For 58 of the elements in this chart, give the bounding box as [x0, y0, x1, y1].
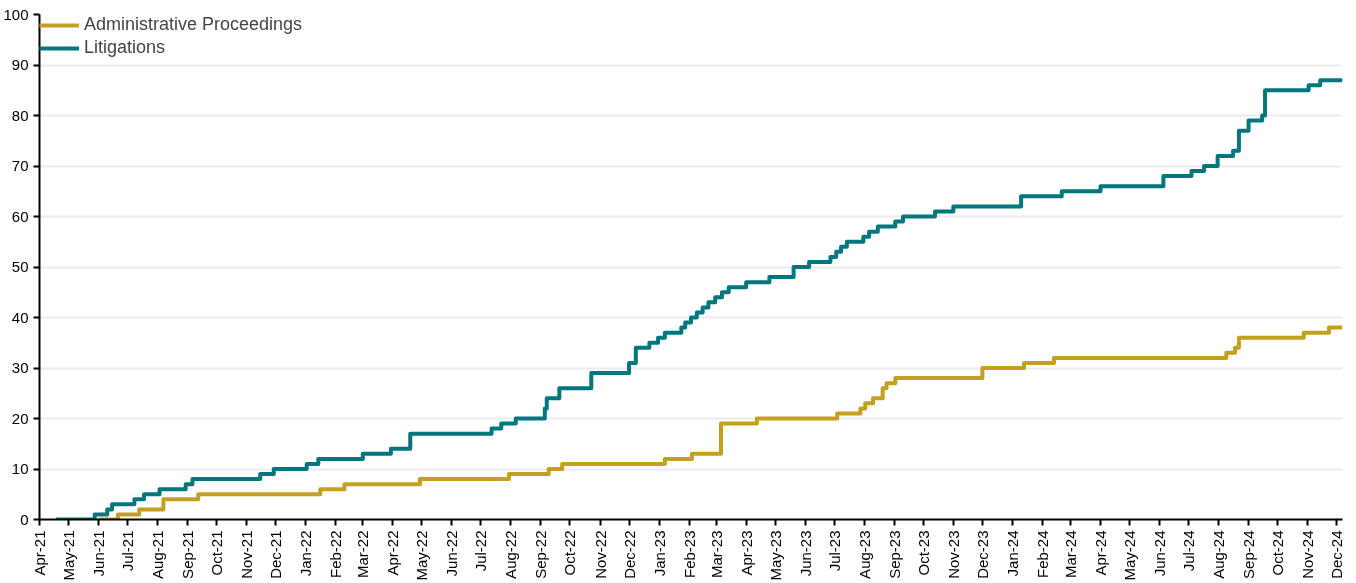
- y-tick-label: 60: [11, 207, 29, 225]
- x-tick-label: Dec-22: [620, 530, 638, 579]
- y-tick-label: 30: [11, 359, 29, 376]
- x-tick-label: Jul-22: [472, 530, 490, 572]
- x-tick-label: Oct-21: [208, 530, 226, 576]
- x-tick-label: Jun-23: [796, 530, 814, 577]
- x-tick-label: Nov-22: [591, 530, 609, 579]
- x-tick-label: Aug-24: [1210, 530, 1228, 579]
- x-tick-label: Feb-23: [680, 530, 698, 579]
- x-tick-label: Jul-24: [1180, 530, 1198, 572]
- x-tick-label: Jun-21: [90, 530, 108, 577]
- x-tick-label: Jan-24: [1003, 530, 1021, 577]
- y-tick-label: 40: [11, 308, 29, 326]
- x-tick-label: Oct-23: [914, 530, 932, 576]
- x-tick-label: Sep-24: [1240, 530, 1258, 579]
- x-tick-label: May-22: [413, 530, 431, 581]
- x-tick-label: Dec-23: [973, 530, 991, 579]
- x-tick-label: Mar-24: [1061, 530, 1079, 579]
- x-tick-label: Apr-21: [31, 530, 48, 576]
- x-tick-label: Aug-21: [149, 530, 167, 579]
- x-tick-label: Oct-24: [1269, 530, 1287, 576]
- x-tick-label: Jan-22: [297, 530, 315, 577]
- x-tick-label: Feb-22: [327, 530, 345, 579]
- x-tick-label: May-24: [1121, 530, 1139, 581]
- x-tick-label: Jul-21: [119, 530, 137, 572]
- x-tick-label: Oct-22: [561, 530, 579, 576]
- x-tick-label: Feb-24: [1033, 530, 1051, 579]
- x-tick-label: Mar-23: [707, 530, 725, 579]
- x-tick-label: Jul-23: [825, 530, 843, 572]
- x-tick-label: Apr-22: [384, 530, 402, 576]
- y-tick-label: 20: [11, 409, 29, 427]
- y-tick-label: 100: [3, 5, 29, 23]
- x-tick-label: Aug-23: [855, 530, 873, 579]
- x-tick-label: Apr-23: [737, 530, 755, 576]
- x-tick-label: Aug-22: [502, 530, 520, 579]
- x-tick-label: May-21: [60, 530, 78, 581]
- x-tick-label: May-23: [766, 530, 784, 581]
- x-tick-label: Jan-23: [650, 530, 668, 577]
- x-tick-label: Sep-21: [179, 530, 197, 579]
- legend-label: Litigations: [84, 37, 166, 58]
- x-tick-label: Jun-24: [1151, 530, 1169, 577]
- x-tick-label: Apr-24: [1091, 530, 1109, 576]
- x-tick-label: Dec-24: [1328, 530, 1346, 579]
- x-tick-label: Nov-24: [1299, 530, 1317, 579]
- y-tick-label: 0: [20, 510, 29, 528]
- x-tick-label: Dec-21: [267, 530, 285, 579]
- y-tick-label: 90: [11, 56, 29, 73]
- x-tick-label: Jun-22: [443, 530, 461, 577]
- legend-label: Administrative Proceedings: [84, 14, 303, 35]
- x-tick-label: Nov-23: [944, 530, 962, 579]
- y-tick-label: 70: [11, 157, 29, 174]
- x-tick-label: Nov-21: [238, 530, 256, 579]
- x-tick-label: Sep-23: [885, 530, 903, 579]
- y-tick-label: 50: [11, 258, 29, 275]
- x-tick-label: Sep-22: [532, 530, 550, 579]
- y-tick-label: 80: [11, 106, 29, 124]
- x-tick-label: Mar-22: [354, 530, 372, 579]
- y-tick-label: 10: [11, 460, 29, 477]
